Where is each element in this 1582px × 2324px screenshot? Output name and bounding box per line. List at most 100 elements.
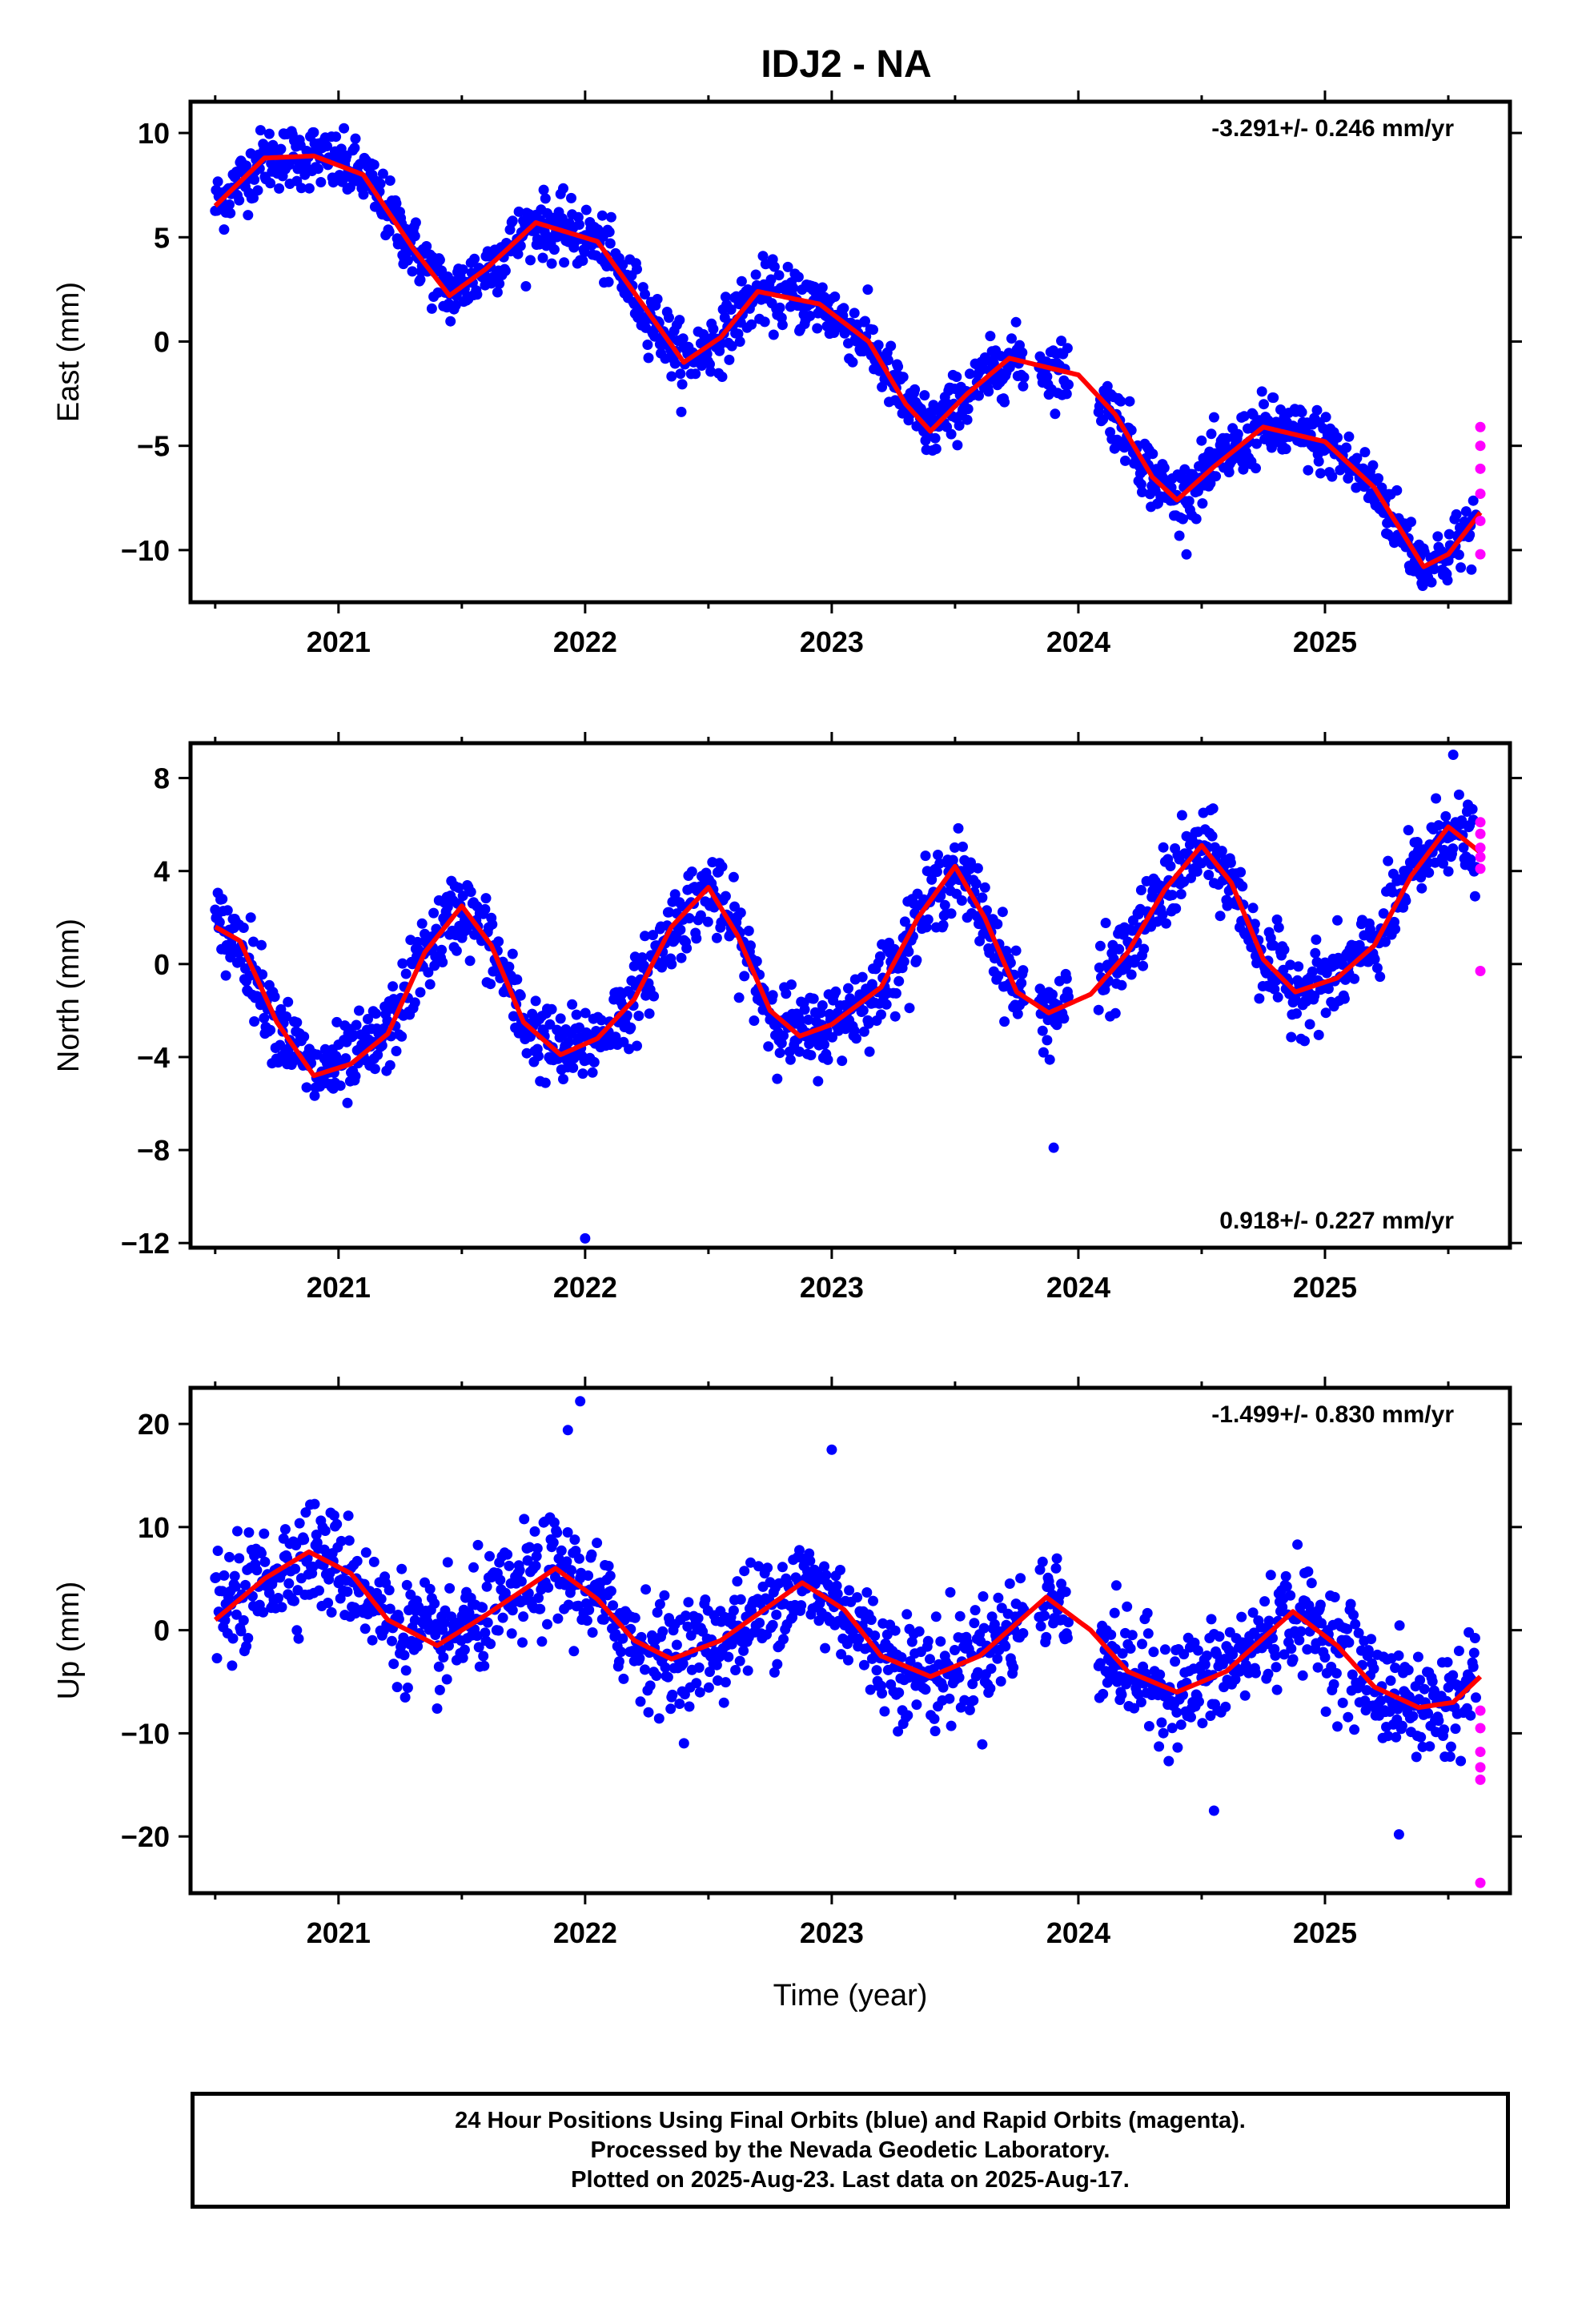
- data-point: [871, 1665, 882, 1676]
- data-point: [983, 386, 994, 397]
- data-point: [412, 1641, 424, 1652]
- data-point: [558, 1074, 568, 1084]
- data-point: [259, 1556, 271, 1567]
- data-point: [675, 368, 686, 380]
- data-point: [794, 1545, 805, 1556]
- data-point: [442, 1557, 453, 1568]
- panel-east: 2021 2022 2023 2024 2025 10 5 0 −5 −10 East (mm) -3…: [52, 90, 1522, 658]
- data-point: [730, 1665, 741, 1675]
- data-point: [536, 1636, 548, 1647]
- data-point: [1216, 846, 1227, 857]
- data-point: [453, 883, 464, 893]
- east-rapid-orbit-points: [1475, 421, 1486, 560]
- data-point: [930, 444, 942, 454]
- data-point: [574, 219, 584, 230]
- data-point: [1098, 414, 1109, 425]
- data-point: [926, 874, 938, 885]
- data-point: [1207, 803, 1219, 814]
- data-point: [703, 1682, 714, 1693]
- data-point: [911, 1699, 922, 1711]
- data-point: [563, 1036, 574, 1047]
- data-point: [480, 1627, 491, 1638]
- data-point: [248, 936, 259, 947]
- data-point: [1163, 1755, 1174, 1767]
- data-point: [717, 372, 728, 382]
- data-point: [1259, 399, 1269, 410]
- data-point: [472, 1539, 484, 1550]
- data-point: [245, 912, 256, 923]
- data-point: [1206, 1614, 1217, 1625]
- data-point: [1005, 957, 1016, 968]
- data-point: [1039, 1610, 1050, 1621]
- data-point: [580, 204, 592, 215]
- data-point: [817, 1000, 828, 1011]
- data-point: [479, 1660, 490, 1671]
- data-point: [1106, 1629, 1117, 1640]
- data-point: [950, 842, 960, 853]
- data-point: [1012, 1008, 1023, 1019]
- data-point: [1468, 1661, 1479, 1672]
- data-point: [652, 1607, 663, 1618]
- data-point: [570, 1546, 581, 1557]
- data-point: [241, 160, 252, 171]
- rapid-point: [1475, 851, 1486, 862]
- data-point: [1192, 1645, 1203, 1656]
- data-point: [1247, 1607, 1259, 1618]
- data-point: [1102, 380, 1113, 392]
- data-point: [1256, 386, 1267, 397]
- data-point: [954, 420, 965, 431]
- data-point: [424, 1583, 436, 1594]
- x-tick-label: 2023: [800, 1271, 864, 1304]
- data-point: [1379, 936, 1391, 947]
- data-point: [1056, 1578, 1067, 1590]
- data-point: [432, 1703, 443, 1714]
- data-point: [952, 440, 963, 451]
- data-point: [561, 1556, 572, 1567]
- panel-north: 2021 2022 2023 2024 2025 8 4 0 −4 −8 −12 North (mm)…: [52, 732, 1522, 1304]
- data-point: [1341, 442, 1352, 453]
- data-point: [220, 970, 231, 981]
- data-point: [1063, 1617, 1074, 1628]
- data-point: [384, 175, 396, 186]
- data-point: [402, 255, 413, 266]
- data-point: [434, 1684, 445, 1695]
- data-point: [733, 992, 745, 1003]
- data-point: [487, 919, 498, 930]
- data-point: [604, 227, 615, 238]
- data-point: [813, 1615, 825, 1626]
- data-point: [1310, 947, 1321, 959]
- data-point: [954, 1610, 966, 1622]
- data-point: [375, 1594, 387, 1605]
- data-point: [569, 1534, 580, 1546]
- data-point: [1108, 953, 1119, 964]
- x-tick-label: 2025: [1293, 1916, 1357, 1949]
- data-point: [441, 1674, 452, 1685]
- data-point: [309, 1090, 320, 1101]
- data-point: [1271, 1662, 1282, 1673]
- data-point: [683, 1597, 694, 1608]
- data-point: [434, 255, 445, 266]
- data-point: [581, 1615, 592, 1626]
- data-point: [1383, 1731, 1394, 1742]
- data-point: [624, 1043, 635, 1055]
- data-point: [507, 1605, 518, 1616]
- data-point: [1098, 1688, 1109, 1699]
- data-point: [1428, 564, 1439, 575]
- data-point: [527, 1008, 538, 1019]
- data-point: [1311, 934, 1322, 945]
- data-point: [939, 899, 950, 911]
- data-point: [944, 1693, 955, 1704]
- data-point: [1194, 1696, 1204, 1707]
- data-point: [739, 1566, 750, 1577]
- data-point: [808, 993, 819, 1004]
- x-tick-label: 2023: [800, 1916, 864, 1949]
- data-point: [439, 1618, 450, 1628]
- data-point: [227, 1633, 239, 1644]
- data-point: [1120, 455, 1130, 466]
- data-point: [1171, 1707, 1182, 1718]
- data-point: [648, 930, 658, 941]
- data-point: [742, 1665, 753, 1676]
- data-point: [986, 1663, 997, 1675]
- data-point: [240, 1579, 251, 1590]
- data-point: [445, 316, 456, 327]
